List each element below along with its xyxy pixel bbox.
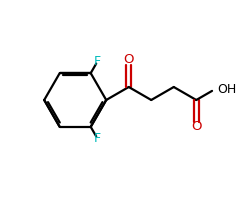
Text: O: O [191, 120, 202, 133]
Text: F: F [94, 55, 101, 68]
Text: O: O [123, 53, 134, 66]
Text: OH: OH [217, 83, 236, 96]
Text: F: F [94, 132, 101, 145]
